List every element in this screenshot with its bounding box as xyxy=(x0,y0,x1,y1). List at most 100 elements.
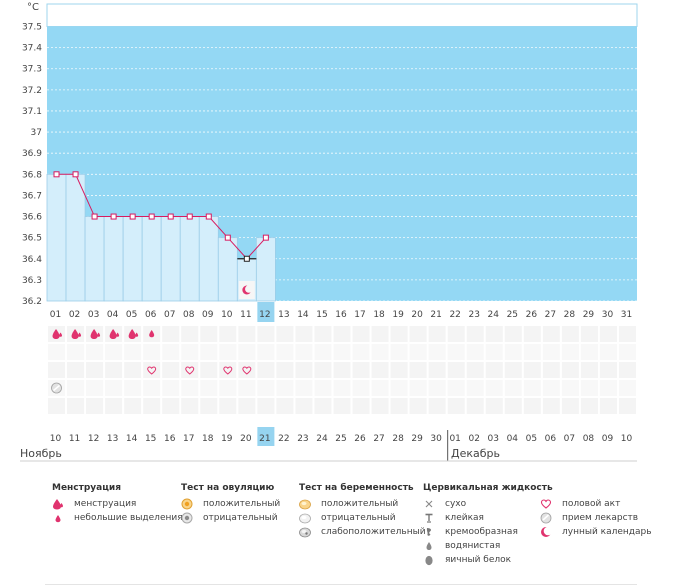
drop-large xyxy=(52,329,60,339)
symbol-cell xyxy=(162,362,180,378)
symbol-cell xyxy=(333,380,351,396)
legend-ovulation-test: Тест на овуляцию положительный отрицател… xyxy=(181,482,280,525)
symbol-cell xyxy=(143,380,161,396)
temperature-point xyxy=(205,213,212,220)
cycle-day-label: 10 xyxy=(621,434,633,444)
symbol-cell xyxy=(371,344,389,360)
x-tick-label: 24 xyxy=(488,310,500,320)
cycle-day-label: 12 xyxy=(88,434,99,444)
symbol-cell xyxy=(181,380,199,396)
cycle-day-label: 15 xyxy=(145,434,156,444)
symbol-cell xyxy=(124,362,142,378)
symbol-cell xyxy=(409,326,427,342)
drop-small xyxy=(78,332,82,337)
symbol-cell xyxy=(295,362,313,378)
x-tick-label: 06 xyxy=(145,310,157,320)
cycle-day-label: 30 xyxy=(430,434,442,444)
symbol-cell xyxy=(257,398,275,414)
heart-icon xyxy=(147,366,157,375)
symbol-cell xyxy=(314,398,332,414)
symbol-cell xyxy=(542,326,560,342)
creamy-icon xyxy=(423,526,435,538)
symbol-cell xyxy=(67,380,85,396)
x-tick-label: 04 xyxy=(107,310,119,320)
symbol-cell xyxy=(200,344,218,360)
positive-test-icon xyxy=(181,498,193,510)
x-tick-label: 02 xyxy=(69,310,80,320)
symbol-cell xyxy=(352,380,370,396)
symbol-cell xyxy=(618,380,636,396)
symbol-cell xyxy=(371,380,389,396)
cycle-day-label: 06 xyxy=(545,434,557,444)
menstruation-drop-icon xyxy=(52,329,63,339)
symbol-cell xyxy=(124,380,142,396)
drop-small xyxy=(59,332,63,337)
drop-large xyxy=(128,329,136,339)
symbol-cell xyxy=(447,344,465,360)
cycle-day-label: 11 xyxy=(69,434,80,444)
symbol-cell xyxy=(219,380,237,396)
day-row: 01 02 03 04 05 06 07 08 09 10 11 12 13 14 15 16 17 18 19 20… xyxy=(50,302,632,322)
symbol-cell xyxy=(561,362,579,378)
y-tick-label: 36.9 xyxy=(22,149,42,159)
symbol-cell xyxy=(200,398,218,414)
symbol-cell xyxy=(105,398,123,414)
symbol-cell xyxy=(276,362,294,378)
symbol-cell xyxy=(542,398,560,414)
symbol-cell xyxy=(352,326,370,342)
symbol-cell xyxy=(314,362,332,378)
temperature-bar xyxy=(141,216,162,302)
x-tick-label: 29 xyxy=(583,310,595,320)
legend-label: менструация xyxy=(74,499,137,509)
x-tick-label: 16 xyxy=(335,310,347,320)
cycle-day-label: 29 xyxy=(411,434,423,444)
dry-icon xyxy=(423,498,435,510)
legend-item: слабоположительный xyxy=(299,525,426,539)
symbol-cell xyxy=(333,326,351,342)
legend-item: небольшие выделения xyxy=(52,511,183,525)
x-tick-label: 31 xyxy=(621,310,632,320)
cycle-day-label: 26 xyxy=(354,434,366,444)
legend-item: положительный xyxy=(181,497,280,511)
symbol-cell xyxy=(276,344,294,360)
legend-item: сухо xyxy=(423,497,553,511)
legend-item: отрицательный xyxy=(181,511,280,525)
pill-stripe xyxy=(53,384,61,392)
today-cycle-cell xyxy=(257,427,275,446)
symbol-cell xyxy=(523,380,541,396)
symbol-cell xyxy=(162,380,180,396)
y-tick-label: 37.2 xyxy=(22,86,42,96)
x-tick-label: 14 xyxy=(297,310,309,320)
x-tick-label: 25 xyxy=(507,310,518,320)
legend-label: клейкая xyxy=(445,513,484,523)
x-tick-label: 17 xyxy=(354,310,365,320)
month-start-label: Ноябрь xyxy=(20,447,62,460)
symbol-cell xyxy=(542,362,560,378)
cycle-day-label: 27 xyxy=(373,434,384,444)
symbol-cell xyxy=(428,326,446,342)
symbol-cell xyxy=(124,344,142,360)
legend-title: Цервикальная жидкость xyxy=(423,483,553,493)
symbol-cell xyxy=(352,398,370,414)
symbol-cell xyxy=(295,326,313,342)
symbol-cell xyxy=(105,380,123,396)
legend-label: половой акт xyxy=(562,499,621,509)
cycle-day-label: 03 xyxy=(488,434,499,444)
x-tick-label: 22 xyxy=(449,310,460,320)
symbol-cell xyxy=(599,326,617,342)
symbol-cell xyxy=(561,326,579,342)
y-axis-unit: °C xyxy=(27,2,39,13)
symbol-cell xyxy=(447,362,465,378)
cycle-day-label: 07 xyxy=(564,434,575,444)
symbol-cell xyxy=(219,326,237,342)
symbol-cell xyxy=(580,344,598,360)
legend-item: половой акт xyxy=(540,497,652,511)
x-tick-label: 21 xyxy=(430,310,441,320)
x-tick-label: 07 xyxy=(164,310,175,320)
cycle-day-label: 23 xyxy=(297,434,308,444)
y-tick-label: 36.6 xyxy=(22,213,42,223)
symbol-cell xyxy=(143,362,161,378)
y-tick-label: 36.2 xyxy=(22,297,42,307)
legend-menstruation: Менструация менструация небольшие выделе… xyxy=(52,482,183,525)
legend-cervical-fluid: Цервикальная жидкость сухо клейкая кремо… xyxy=(423,482,553,567)
